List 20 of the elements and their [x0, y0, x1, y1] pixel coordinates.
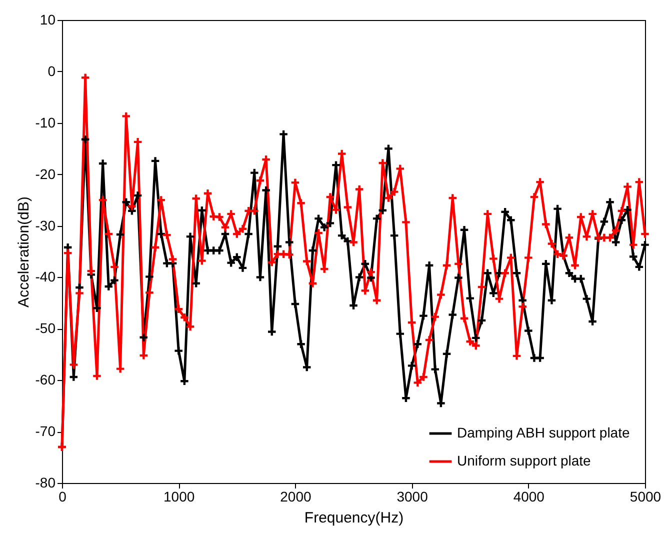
y-tick-label: -70	[35, 423, 56, 440]
x-tick-label: 5000	[630, 488, 662, 504]
y-tick-label: -10	[35, 114, 56, 130]
legend-label: Uniform support plate	[457, 452, 592, 468]
x-tick-label: 3000	[396, 488, 428, 504]
y-tick-label: -80	[35, 474, 56, 490]
y-tick-label: -20	[35, 166, 56, 182]
x-axis-title: Frequency(Hz)	[304, 510, 404, 526]
x-tick-label: 4000	[513, 488, 545, 504]
legend-label: Damping ABH support plate	[457, 424, 630, 440]
x-tick-label: 0	[58, 488, 67, 504]
y-tick-label: -60	[35, 372, 56, 388]
y-tick-label: -40	[35, 268, 56, 285]
y-axis-title: Acceleration(dB)	[15, 196, 32, 308]
x-tick-label: 1000	[164, 488, 195, 504]
y-tick-label: -50	[35, 320, 56, 336]
y-tick-label: -30	[35, 217, 56, 234]
y-tick-label: 10	[40, 12, 56, 28]
x-tick-label: 2000	[280, 488, 312, 504]
y-tick-label: 0	[48, 62, 56, 79]
